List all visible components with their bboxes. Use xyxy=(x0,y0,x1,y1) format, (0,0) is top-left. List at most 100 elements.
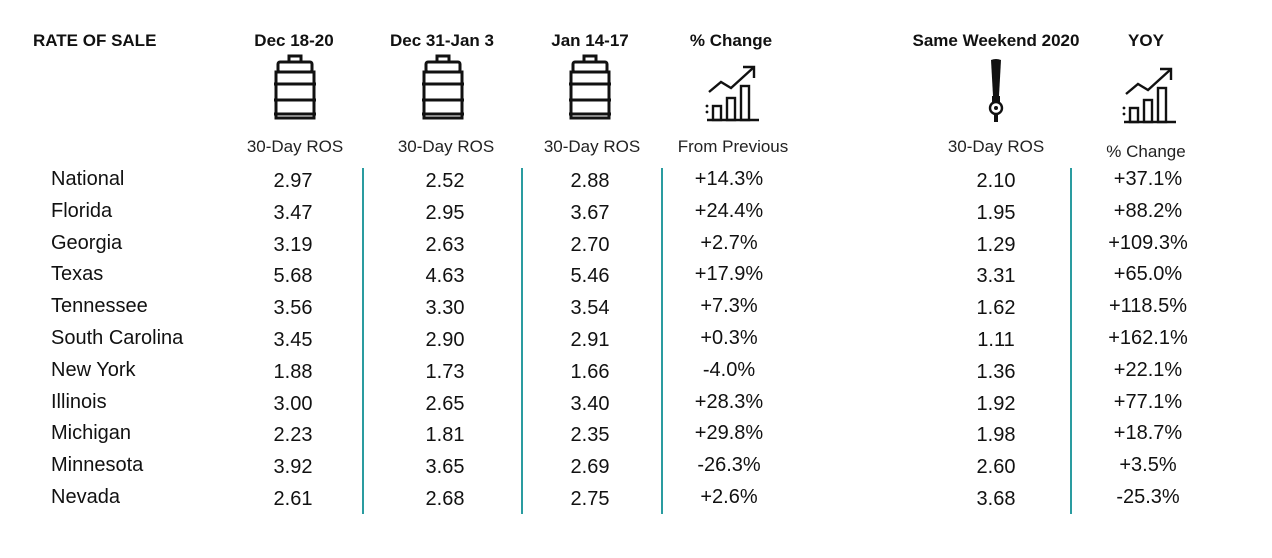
column-subheader: % Change xyxy=(1106,142,1186,161)
table-cell: 3.68 xyxy=(976,488,1016,510)
table-cell: +24.4% xyxy=(694,199,764,222)
growth-chart-icon xyxy=(1122,67,1176,124)
keg-icon xyxy=(569,54,611,120)
column-header-jan-14-17: Jan 14-17 xyxy=(551,31,629,50)
table-cell: 2.70 xyxy=(570,233,610,256)
table-cell: 2.52 xyxy=(425,170,465,192)
table-cell: 3.19 xyxy=(273,233,313,256)
row-label: Illinois xyxy=(51,390,107,413)
table-cell: 1.36 xyxy=(976,360,1016,383)
table-cell: 2.65 xyxy=(425,392,465,415)
table-cell: 1.88 xyxy=(273,360,313,383)
column-divider xyxy=(362,168,364,514)
column-subheader: 30-Day ROS xyxy=(246,137,344,156)
table-cell: +7.3% xyxy=(700,295,758,318)
growth-chart-icon xyxy=(705,65,759,122)
table-cell: 2.63 xyxy=(425,233,465,256)
table-cell: +28.3% xyxy=(694,390,764,413)
table-cell: 3.45 xyxy=(273,329,313,351)
table-cell: +65.0% xyxy=(1113,263,1183,286)
column-subheader: 30-Day ROS xyxy=(543,137,641,156)
beer-tap-icon xyxy=(988,59,1004,122)
column-divider xyxy=(1070,168,1072,514)
table-cell: 2.90 xyxy=(425,329,465,351)
table-cell: 1.11 xyxy=(977,329,1015,351)
table-cell: 3.30 xyxy=(425,297,465,320)
table-cell: -4.0% xyxy=(702,358,756,381)
table-cell: 2.61 xyxy=(273,488,313,510)
table-cell: 1.98 xyxy=(976,424,1016,447)
table-cell: 2.97 xyxy=(273,170,313,192)
row-label: Tennessee xyxy=(51,295,148,318)
table-cell: 2.60 xyxy=(976,456,1016,479)
table-cell: 2.10 xyxy=(976,170,1016,192)
column-header-yoy: YOY xyxy=(1128,31,1164,50)
table-cell: +77.1% xyxy=(1113,390,1183,413)
row-label: Georgia xyxy=(51,231,123,254)
table-cell: 1.81 xyxy=(425,424,465,447)
table-cell: 3.00 xyxy=(273,392,313,415)
table-cell: 2.69 xyxy=(570,456,610,479)
row-label: Texas xyxy=(51,263,104,286)
table-cell: +3.5% xyxy=(1119,454,1177,477)
table-cell: 3.56 xyxy=(273,297,313,320)
table-cell: 3.92 xyxy=(273,456,313,479)
table-cell: +88.2% xyxy=(1113,199,1183,222)
table-cell: 2.88 xyxy=(570,170,610,192)
table-cell: 1.92 xyxy=(976,392,1016,415)
table-cell: 2.75 xyxy=(570,488,610,510)
column-divider xyxy=(521,168,523,514)
table-cell: +0.3% xyxy=(700,327,758,349)
table-cell: +2.7% xyxy=(700,231,758,254)
column-header-same-weekend-2020: Same Weekend 2020 xyxy=(912,31,1080,50)
table-cell: +162.1% xyxy=(1108,327,1188,349)
table-cell: +2.6% xyxy=(700,486,758,508)
column-subheader: 30-Day ROS xyxy=(397,137,495,156)
table-cell: +29.8% xyxy=(694,422,764,445)
table-cell: 3.65 xyxy=(425,456,465,479)
table-cell: 2.68 xyxy=(425,488,465,510)
table-cell: 3.47 xyxy=(273,201,313,224)
table-title: RATE OF SALE xyxy=(33,31,157,50)
table-cell: 4.63 xyxy=(425,265,465,288)
table-cell: -26.3% xyxy=(697,454,761,477)
table-cell: +18.7% xyxy=(1113,422,1183,445)
table-cell: +109.3% xyxy=(1108,231,1188,254)
row-label: Minnesota xyxy=(51,454,144,477)
table-cell: 5.46 xyxy=(570,265,610,288)
column-subheader: 30-Day ROS xyxy=(947,137,1045,156)
table-cell: 3.67 xyxy=(570,201,610,224)
row-label: Florida xyxy=(51,199,113,222)
table-cell: +37.1% xyxy=(1113,168,1183,190)
table-cell: +17.9% xyxy=(694,263,764,286)
table-cell: 3.54 xyxy=(570,297,610,320)
column-subheader: From Previous xyxy=(677,137,789,156)
table-cell: 2.95 xyxy=(425,201,465,224)
row-label: Michigan xyxy=(51,422,132,445)
table-cell: 2.35 xyxy=(570,424,610,447)
row-label: National xyxy=(51,168,125,190)
column-divider xyxy=(661,168,663,514)
table-cell: 1.95 xyxy=(976,201,1016,224)
table-cell: 1.66 xyxy=(570,360,610,383)
table-cell: +118.5% xyxy=(1108,295,1188,318)
table-cell: 1.62 xyxy=(976,297,1016,320)
table-cell: 3.31 xyxy=(976,265,1016,288)
table-cell: 3.40 xyxy=(570,392,610,415)
table-cell: -25.3% xyxy=(1116,486,1180,508)
keg-icon xyxy=(274,54,316,120)
table-cell: +14.3% xyxy=(694,168,764,190)
row-label: New York xyxy=(51,358,136,381)
table-cell: 2.91 xyxy=(570,329,610,351)
row-label: South Carolina xyxy=(51,327,184,349)
column-header-dec-31-jan-3: Dec 31-Jan 3 xyxy=(390,31,494,50)
column-header-pct-change: % Change xyxy=(689,31,773,50)
row-label: Nevada xyxy=(51,486,120,508)
table-cell: 5.68 xyxy=(273,265,313,288)
table-cell: 2.23 xyxy=(273,424,313,447)
keg-icon xyxy=(422,54,464,120)
table-cell: +22.1% xyxy=(1113,358,1183,381)
table-cell: 1.73 xyxy=(425,360,465,383)
column-header-dec-18-20: Dec 18-20 xyxy=(254,31,334,50)
table-cell: 1.29 xyxy=(976,233,1016,256)
